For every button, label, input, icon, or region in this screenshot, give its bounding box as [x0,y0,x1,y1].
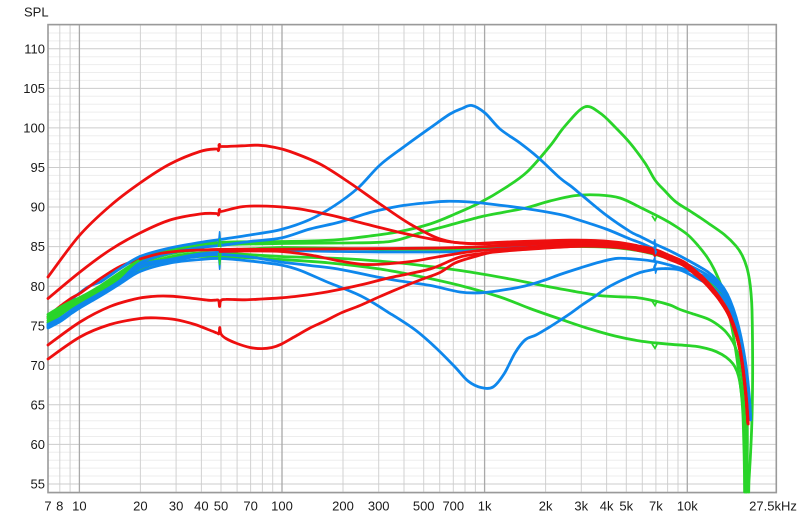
svg-text:10: 10 [72,499,86,514]
svg-text:7: 7 [44,499,51,514]
svg-text:80: 80 [31,279,45,294]
svg-text:60: 60 [31,437,45,452]
svg-text:40: 40 [194,499,208,514]
svg-text:90: 90 [31,200,45,215]
svg-text:1k: 1k [478,499,492,514]
svg-text:95: 95 [31,160,45,175]
svg-text:3k: 3k [574,499,588,514]
svg-text:200: 200 [332,499,354,514]
svg-text:700: 700 [442,499,464,514]
svg-text:7k: 7k [649,499,663,514]
svg-text:27.5kHz: 27.5kHz [749,499,797,514]
svg-text:8: 8 [56,499,63,514]
svg-text:65: 65 [31,397,45,412]
svg-text:100: 100 [271,499,293,514]
svg-text:30: 30 [169,499,183,514]
svg-text:5k: 5k [619,499,633,514]
svg-text:85: 85 [31,239,45,254]
svg-text:100: 100 [23,121,45,136]
svg-text:SPL: SPL [24,5,49,20]
svg-text:75: 75 [31,318,45,333]
svg-text:300: 300 [368,499,390,514]
svg-text:55: 55 [31,477,45,492]
svg-text:70: 70 [243,499,257,514]
svg-text:70: 70 [31,358,45,373]
svg-text:20: 20 [133,499,147,514]
svg-text:110: 110 [24,41,45,56]
svg-text:4k: 4k [600,499,614,514]
svg-text:2k: 2k [539,499,553,514]
svg-text:105: 105 [23,81,45,96]
svg-text:50: 50 [214,499,228,514]
svg-text:10k: 10k [677,499,698,514]
svg-text:500: 500 [413,499,435,514]
